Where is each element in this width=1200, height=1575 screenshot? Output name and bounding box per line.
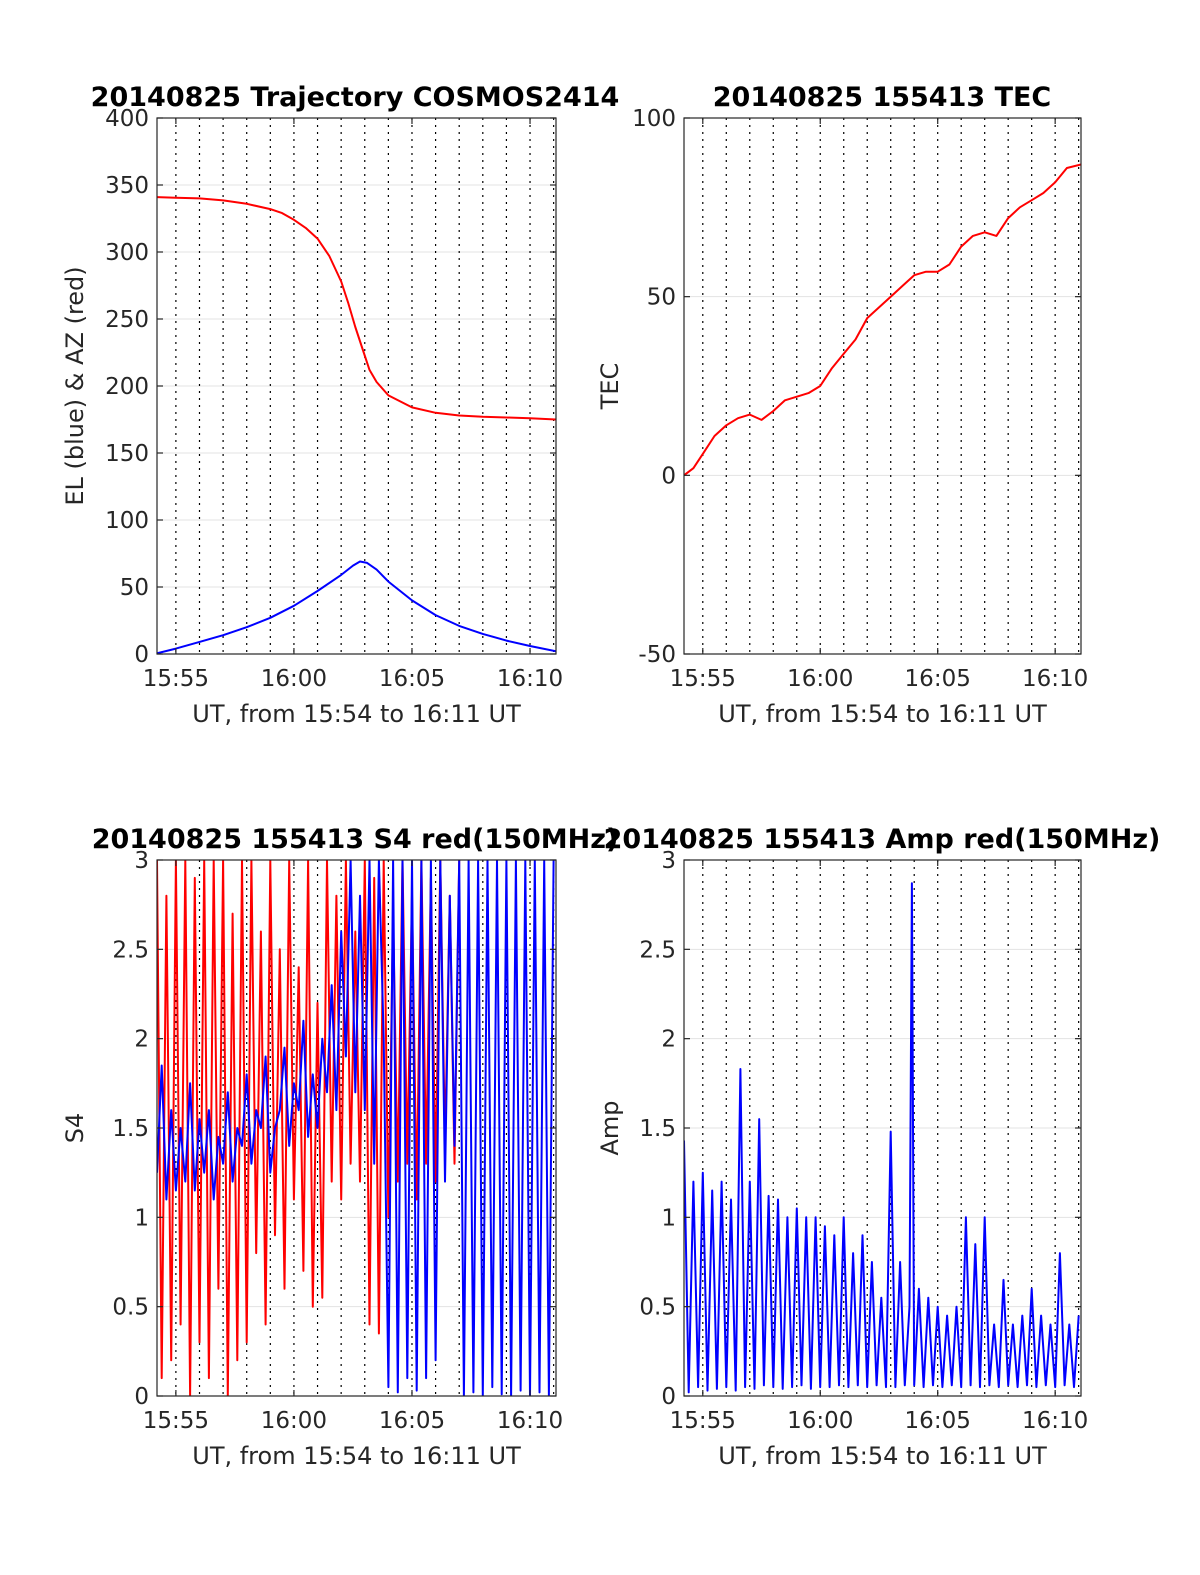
trajectory-ytick-label-8: 400 — [105, 106, 149, 132]
s4-ytick-label-4: 2 — [134, 1027, 149, 1053]
s4-xtick-label-0: 15:55 — [143, 1408, 209, 1434]
s4-series-1 — [157, 860, 555, 1396]
s4-title: 20140825 155413 S4 red(150MHz) — [92, 824, 619, 855]
amp-xtick-label-1: 16:00 — [787, 1408, 853, 1434]
tec-ytick-label-2: 50 — [647, 285, 676, 311]
amp-ylabel: Amp — [596, 1100, 624, 1155]
tec-xlabel: UT, from 15:54 to 16:11 UT — [718, 700, 1047, 728]
s4-xtick-label-1: 16:00 — [261, 1408, 327, 1434]
amp-ytick-label-5: 2.5 — [639, 937, 676, 963]
tec-xtick-label-0: 15:55 — [670, 666, 736, 692]
trajectory-xtick-label-3: 16:10 — [497, 666, 563, 692]
s4-xtick-label-2: 16:05 — [379, 1408, 445, 1434]
tec-axes-box — [683, 117, 1082, 655]
amp-ytick-label-1: 0.5 — [639, 1295, 676, 1321]
s4-ytick-label-5: 2.5 — [112, 937, 149, 963]
trajectory-ytick-label-1: 50 — [120, 575, 149, 601]
tec-ytick-label-0: -50 — [638, 642, 676, 668]
amp-xtick-label-3: 16:10 — [1022, 1408, 1088, 1434]
tec-panel: -50 0 50 100 15:55 16:00 16:05 16:10 20140825 15… — [596, 82, 1088, 728]
tec-title: 20140825 155413 TEC — [713, 82, 1052, 113]
trajectory-ylabel: EL (blue) & AZ (red) — [61, 266, 89, 505]
tec-xtick-label-2: 16:05 — [905, 666, 971, 692]
s4-panel: 0 0.5 1 1.5 2 2.5 3 15:55 16:00 16:05 16:10 2014082… — [61, 824, 618, 1470]
trajectory-series-0 — [157, 196, 556, 421]
s4-ytick-label-0: 0 — [134, 1384, 149, 1410]
trajectory-xlabel: UT, from 15:54 to 16:11 UT — [192, 700, 521, 728]
trajectory-ytick-label-2: 100 — [105, 508, 149, 534]
s4-series-0 — [157, 860, 461, 1396]
tec-ylabel: TEC — [596, 363, 624, 411]
s4-ytick-label-6: 3 — [134, 848, 149, 874]
s4-ytick-label-1: 0.5 — [112, 1295, 149, 1321]
s4-ylabel: S4 — [61, 1113, 89, 1144]
trajectory-ytick-label-7: 350 — [105, 173, 149, 199]
tec-xtick-label-1: 16:00 — [787, 666, 853, 692]
amp-ytick-label-0: 0 — [661, 1384, 676, 1410]
tec-xtick-label-3: 16:10 — [1022, 666, 1088, 692]
trajectory-ytick-label-5: 250 — [105, 307, 149, 333]
trajectory-ytick-label-4: 200 — [105, 374, 149, 400]
tec-series-0 — [684, 163, 1081, 477]
trajectory-xtick-label-1: 16:00 — [261, 666, 327, 692]
amp-xlabel: UT, from 15:54 to 16:11 UT — [718, 1442, 1047, 1470]
s4-ytick-label-2: 1 — [134, 1205, 149, 1231]
trajectory-series-1 — [157, 560, 556, 654]
s4-xtick-label-3: 16:10 — [497, 1408, 563, 1434]
trajectory-ytick-label-6: 300 — [105, 240, 149, 266]
trajectory-title: 20140825 Trajectory COSMOS2414 — [91, 82, 620, 113]
trajectory-xtick-label-2: 16:05 — [379, 666, 445, 692]
trajectory-ytick-label-0: 0 — [134, 642, 149, 668]
s4-xlabel: UT, from 15:54 to 16:11 UT — [192, 1442, 521, 1470]
amp-panel: 0 0.5 1 1.5 2 2.5 3 15:55 16:00 16:05 16:10 2014082… — [596, 824, 1160, 1470]
amp-xtick-label-2: 16:05 — [905, 1408, 971, 1434]
trajectory-xtick-label-0: 15:55 — [143, 666, 209, 692]
amp-title: 20140825 155413 Amp red(150MHz) — [604, 824, 1161, 855]
amp-ytick-label-4: 2 — [661, 1027, 676, 1053]
s4-ytick-label-3: 1.5 — [112, 1116, 149, 1142]
trajectory-panel: 0 50 100 150 200 250 300 350 400 15:55 16:00 16:05 1… — [61, 82, 619, 728]
trajectory-ytick-label-3: 150 — [105, 441, 149, 467]
amp-ytick-label-6: 3 — [661, 848, 676, 874]
tec-ytick-label-1: 0 — [661, 463, 676, 489]
amp-ytick-label-2: 1 — [661, 1205, 676, 1231]
amp-ytick-label-3: 1.5 — [639, 1116, 676, 1142]
amp-xtick-label-0: 15:55 — [670, 1408, 736, 1434]
tec-ytick-label-3: 100 — [632, 106, 676, 132]
amp-series-0 — [684, 882, 1080, 1394]
